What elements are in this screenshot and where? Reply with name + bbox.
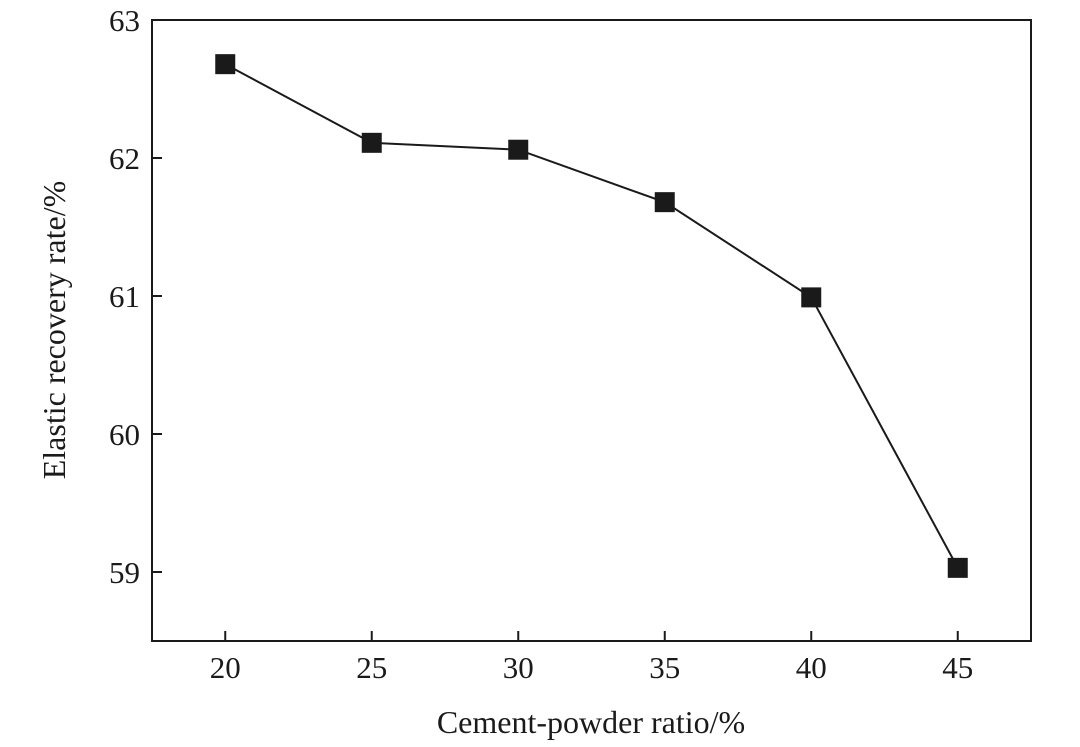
data-point-marker — [508, 139, 529, 160]
x-tick-label: 30 — [503, 650, 534, 685]
data-point-marker — [801, 287, 822, 308]
y-tick-label: 62 — [109, 141, 140, 176]
y-tick-label: 63 — [109, 3, 140, 38]
x-tick-label: 20 — [210, 650, 241, 685]
x-tick-label: 45 — [942, 650, 973, 685]
data-point-marker — [215, 54, 236, 75]
x-tick-label: 35 — [649, 650, 680, 685]
axis-ticks — [152, 19, 959, 641]
data-point-marker — [947, 557, 968, 578]
x-axis-title: Cement-powder ratio/% — [437, 704, 745, 740]
data-point-marker — [654, 192, 675, 213]
x-tick-label: 25 — [356, 650, 387, 685]
data-point-marker — [361, 132, 382, 153]
y-tick-label: 59 — [109, 555, 140, 590]
series-markers — [215, 54, 968, 578]
y-tick-label: 60 — [109, 417, 140, 452]
x-tick-label: 40 — [796, 650, 827, 685]
plot-area-frame — [151, 19, 1032, 642]
series-line — [224, 63, 959, 569]
axis-tick-labels: 20 25 30 35 40 45 59 60 61 62 63 — [109, 3, 973, 685]
y-tick-label: 61 — [109, 279, 140, 314]
y-axis-title: Elastic recovery rate/% — [36, 181, 72, 480]
